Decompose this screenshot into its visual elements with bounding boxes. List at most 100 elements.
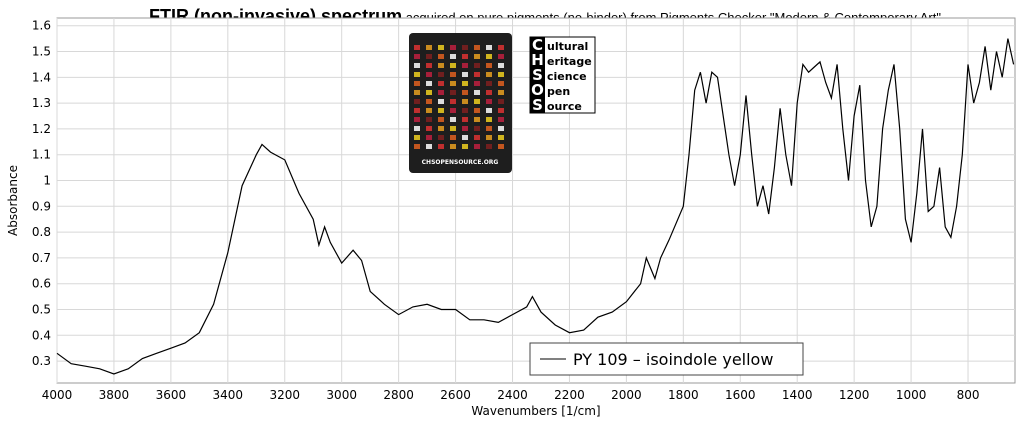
swatch: [450, 108, 456, 113]
y-tick-label: 0.6: [32, 277, 51, 291]
x-tick-label: 2000: [611, 388, 642, 402]
x-tick-label: 3400: [213, 388, 244, 402]
y-tick-label: 0.9: [32, 199, 51, 213]
y-tick-label: 1.2: [32, 122, 51, 136]
swatch: [438, 144, 444, 149]
swatch: [498, 117, 504, 122]
swatch: [426, 144, 432, 149]
swatch: [450, 144, 456, 149]
swatch: [414, 99, 420, 104]
swatch: [426, 54, 432, 59]
swatch: [462, 54, 468, 59]
x-tick-label: 3200: [269, 388, 300, 402]
swatch: [450, 81, 456, 86]
swatch: [486, 135, 492, 140]
swatch: [414, 54, 420, 59]
swatch: [426, 81, 432, 86]
swatch: [498, 54, 504, 59]
swatch: [462, 117, 468, 122]
swatch: [474, 54, 480, 59]
swatch: [450, 135, 456, 140]
swatch: [474, 126, 480, 131]
swatch: [450, 90, 456, 95]
swatch: [426, 108, 432, 113]
logo-bar: [530, 37, 545, 113]
logo-letter: H: [531, 51, 544, 69]
swatch: [426, 45, 432, 50]
swatch: [462, 135, 468, 140]
swatch: [462, 144, 468, 149]
swatch: [498, 108, 504, 113]
y-tick-label: 0.3: [32, 354, 51, 368]
swatch: [498, 63, 504, 68]
x-tick-label: 4000: [42, 388, 73, 402]
pigment-card: [409, 33, 512, 173]
legend-label: PY 109 – isoindole yellow: [573, 350, 773, 369]
logo-letter: S: [532, 96, 543, 114]
swatch: [486, 126, 492, 131]
y-tick-label: 1.6: [32, 19, 51, 33]
swatch: [438, 90, 444, 95]
swatch: [474, 90, 480, 95]
logo-letter: C: [532, 36, 543, 54]
swatch: [414, 117, 420, 122]
swatch: [486, 72, 492, 77]
y-tick-label: 0.4: [32, 328, 51, 342]
swatch: [498, 72, 504, 77]
swatch: [486, 63, 492, 68]
swatch: [438, 72, 444, 77]
swatch: [438, 108, 444, 113]
swatch: [438, 117, 444, 122]
swatch: [462, 81, 468, 86]
swatch: [450, 99, 456, 104]
swatch: [450, 117, 456, 122]
swatch: [414, 108, 420, 113]
y-tick-label: 1.1: [32, 148, 51, 162]
swatch: [498, 81, 504, 86]
swatch: [438, 126, 444, 131]
swatch: [414, 90, 420, 95]
swatch: [450, 72, 456, 77]
swatch: [414, 72, 420, 77]
swatch: [462, 63, 468, 68]
x-axis-label: Wavenumbers [1/cm]: [471, 404, 600, 418]
swatch: [498, 99, 504, 104]
y-axis-label: Absorbance: [6, 165, 20, 236]
x-tick-label: 3800: [99, 388, 130, 402]
swatch: [474, 63, 480, 68]
swatch: [462, 99, 468, 104]
swatch: [438, 81, 444, 86]
x-tick-label: 2600: [440, 388, 471, 402]
x-tick-label: 2400: [497, 388, 528, 402]
swatch: [486, 54, 492, 59]
swatch: [474, 72, 480, 77]
swatch: [486, 144, 492, 149]
swatch: [462, 126, 468, 131]
swatch: [486, 117, 492, 122]
swatch: [414, 63, 420, 68]
swatch: [450, 63, 456, 68]
swatch: [462, 72, 468, 77]
logo-letter: O: [531, 81, 544, 99]
swatch: [486, 81, 492, 86]
swatch: [498, 126, 504, 131]
swatch: [438, 45, 444, 50]
legend: PY 109 – isoindole yellow: [529, 342, 804, 376]
swatch: [486, 90, 492, 95]
logo-word: pen: [547, 85, 570, 98]
y-tick-label: 1.4: [32, 70, 51, 84]
swatch: [414, 144, 420, 149]
legend-box: [529, 342, 804, 376]
x-tick-label: 3600: [156, 388, 187, 402]
card-caption: CHSOPENSOURCE.ORG: [422, 159, 499, 166]
swatch: [498, 45, 504, 50]
swatch: [450, 54, 456, 59]
swatch: [426, 126, 432, 131]
swatch: [498, 144, 504, 149]
spectrum-line: [56, 38, 1015, 375]
swatch: [486, 99, 492, 104]
swatch: [474, 117, 480, 122]
swatch: [498, 90, 504, 95]
